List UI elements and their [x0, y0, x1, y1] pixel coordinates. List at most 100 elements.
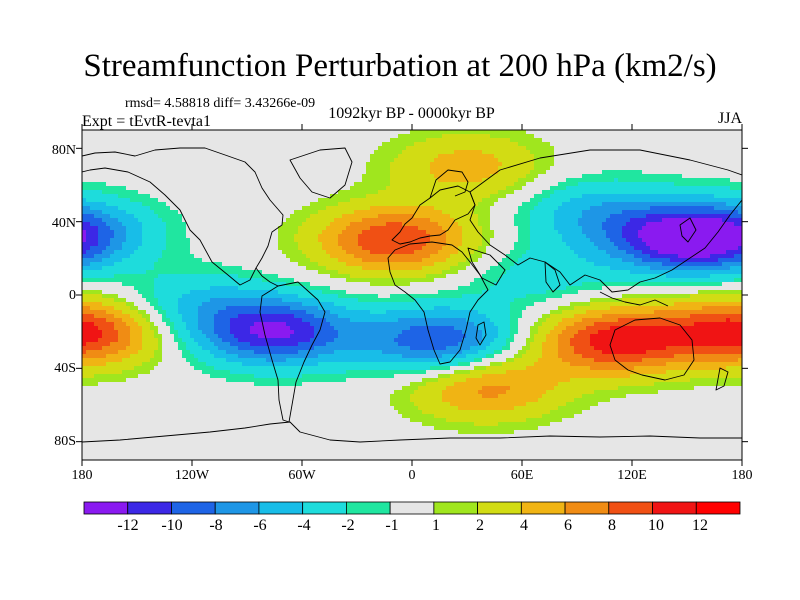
- field-cell: [630, 238, 635, 243]
- field-cell: [242, 142, 247, 147]
- field-cell: [306, 138, 311, 143]
- field-cell: [502, 242, 507, 247]
- field-cell: [558, 154, 563, 159]
- field-cell: [518, 134, 523, 139]
- field-cell: [110, 182, 115, 187]
- field-cell: [162, 210, 167, 215]
- field-cell: [446, 138, 451, 143]
- field-cell: [642, 198, 647, 203]
- field-cell: [274, 202, 279, 207]
- field-cell: [126, 150, 131, 155]
- field-cell: [90, 226, 95, 231]
- field-cell: [158, 194, 163, 199]
- field-cell: [114, 170, 119, 175]
- field-cell: [534, 182, 539, 187]
- field-cell: [586, 246, 591, 251]
- field-cell: [494, 218, 499, 223]
- field-cell: [626, 218, 631, 223]
- field-cell: [366, 190, 371, 195]
- field-cell: [130, 170, 135, 175]
- field-cell: [510, 242, 515, 247]
- field-cell: [114, 206, 119, 211]
- field-cell: [634, 246, 639, 251]
- field-cell: [262, 154, 267, 159]
- field-cell: [210, 182, 215, 187]
- field-cell: [622, 202, 627, 207]
- field-cell: [154, 130, 159, 135]
- field-cell: [630, 246, 635, 251]
- field-cell: [342, 158, 347, 163]
- field-cell: [166, 238, 171, 243]
- field-cell: [558, 230, 563, 235]
- field-cell: [514, 238, 519, 243]
- field-cell: [566, 218, 571, 223]
- field-cell: [454, 154, 459, 159]
- field-cell: [450, 230, 455, 235]
- field-cell: [278, 150, 283, 155]
- field-cell: [450, 234, 455, 239]
- field-cell: [458, 154, 463, 159]
- field-cell: [302, 166, 307, 171]
- field-cell: [390, 202, 395, 207]
- field-cell: [458, 134, 463, 139]
- field-cell: [678, 214, 683, 219]
- field-cell: [158, 250, 163, 255]
- field-cell: [362, 138, 367, 143]
- field-cell: [710, 242, 715, 247]
- field-cell: [670, 190, 675, 195]
- field-cell: [118, 174, 123, 179]
- field-cell: [338, 206, 343, 211]
- field-cell: [146, 206, 151, 211]
- field-cell: [258, 166, 263, 171]
- field-cell: [554, 226, 559, 231]
- field-cell: [698, 146, 703, 151]
- field-cell: [138, 138, 143, 143]
- field-cell: [534, 138, 539, 143]
- field-cell: [398, 198, 403, 203]
- field-cell: [442, 218, 447, 223]
- field-cell: [378, 242, 383, 247]
- field-cell: [190, 246, 195, 251]
- field-cell: [470, 182, 475, 187]
- field-cell: [650, 174, 655, 179]
- field-cell: [206, 174, 211, 179]
- field-cell: [594, 170, 599, 175]
- field-cell: [262, 150, 267, 155]
- field-cell: [502, 202, 507, 207]
- field-cell: [230, 174, 235, 179]
- field-cell: [114, 130, 119, 135]
- field-cell: [250, 218, 255, 223]
- field-cell: [622, 150, 627, 155]
- field-cell: [514, 234, 519, 239]
- field-cell: [82, 250, 87, 255]
- field-cell: [330, 214, 335, 219]
- field-cell: [158, 234, 163, 239]
- field-cell: [554, 206, 559, 211]
- field-cell: [494, 154, 499, 159]
- field-cell: [250, 182, 255, 187]
- field-cell: [570, 202, 575, 207]
- field-cell: [82, 166, 87, 171]
- field-cell: [590, 194, 595, 199]
- field-cell: [258, 150, 263, 155]
- field-cell: [614, 222, 619, 227]
- field-cell: [534, 246, 539, 251]
- field-cell: [298, 134, 303, 139]
- field-cell: [310, 154, 315, 159]
- field-cell: [698, 238, 703, 243]
- field-cell: [254, 222, 259, 227]
- field-cell: [338, 214, 343, 219]
- field-cell: [370, 214, 375, 219]
- field-cell: [298, 130, 303, 135]
- field-cell: [126, 154, 131, 159]
- field-cell: [386, 174, 391, 179]
- field-cell: [698, 194, 703, 199]
- field-cell: [102, 162, 107, 167]
- field-cell: [454, 186, 459, 191]
- field-cell: [662, 214, 667, 219]
- field-cell: [498, 162, 503, 167]
- field-cell: [614, 130, 619, 135]
- field-cell: [522, 230, 527, 235]
- field-cell: [334, 158, 339, 163]
- field-cell: [270, 158, 275, 163]
